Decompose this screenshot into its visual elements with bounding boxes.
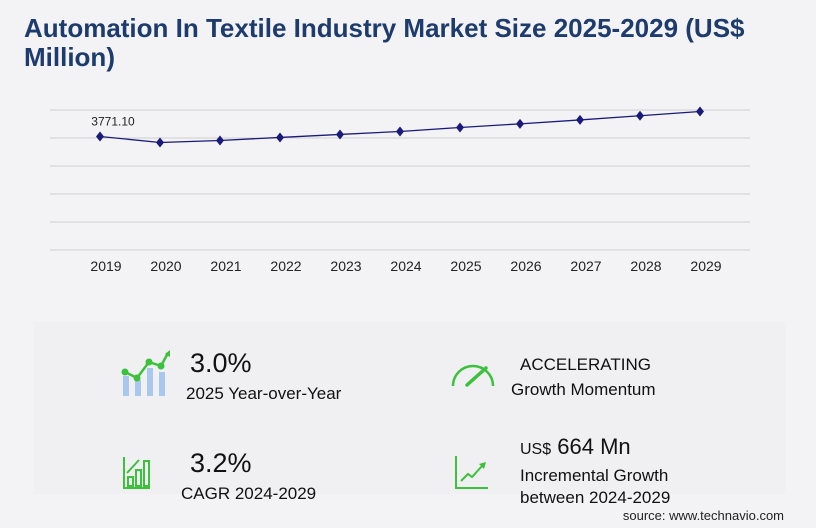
data-point <box>336 129 344 140</box>
data-point <box>156 137 164 148</box>
data-point <box>396 126 404 137</box>
x-tick-label: 2025 <box>450 258 481 274</box>
speedometer-icon <box>451 364 495 387</box>
x-tick-label: 2019 <box>90 258 121 274</box>
data-point <box>456 122 464 133</box>
x-tick-label: 2023 <box>330 258 361 274</box>
data-point <box>216 135 224 146</box>
bar-chart-up-icon <box>123 457 150 489</box>
data-point <box>576 114 584 125</box>
x-tick-label: 2026 <box>510 258 541 274</box>
incremental-value: US$ 664 Mn <box>520 434 631 460</box>
cagr-label: CAGR 2024-2029 <box>181 484 317 503</box>
line-chart: 2019 2020 2021 2022 2023 2024 2025 2026 2027 2028… <box>50 106 750 274</box>
incremental-label-2: between 2024-2029 <box>520 488 671 507</box>
kpi-panel <box>34 322 786 494</box>
data-point <box>516 118 524 129</box>
x-tick-label: 2027 <box>570 258 601 274</box>
page-title: Automation In Textile Industry Market Si… <box>24 13 745 72</box>
trend-up-icon <box>455 456 488 489</box>
incremental-amount: 664 Mn <box>557 434 631 459</box>
momentum-value: ACCELERATING <box>520 355 651 374</box>
x-tick-label: 2028 <box>630 258 661 274</box>
data-point <box>696 106 704 117</box>
data-label: 3771.10 <box>91 114 135 128</box>
data-point <box>636 110 644 121</box>
x-tick-label: 2020 <box>150 258 181 274</box>
incremental-label-1: Incremental Growth <box>520 466 669 485</box>
x-tick-label: 2022 <box>270 258 301 274</box>
yoy-label: 2025 Year-over-Year <box>186 384 342 403</box>
cagr-value: 3.2% <box>190 448 252 478</box>
x-tick-label: 2021 <box>210 258 241 274</box>
bar-line-chart-icon <box>121 350 170 396</box>
momentum-label: Growth Momentum <box>511 380 656 399</box>
yoy-value: 3.0% <box>190 348 252 378</box>
currency-prefix: US$ <box>520 441 552 458</box>
x-tick-label: 2029 <box>690 258 721 274</box>
data-point <box>276 132 284 143</box>
source-text: source: www.technavio.com <box>622 508 784 523</box>
data-point <box>96 131 104 142</box>
x-tick-label: 2024 <box>390 258 421 274</box>
